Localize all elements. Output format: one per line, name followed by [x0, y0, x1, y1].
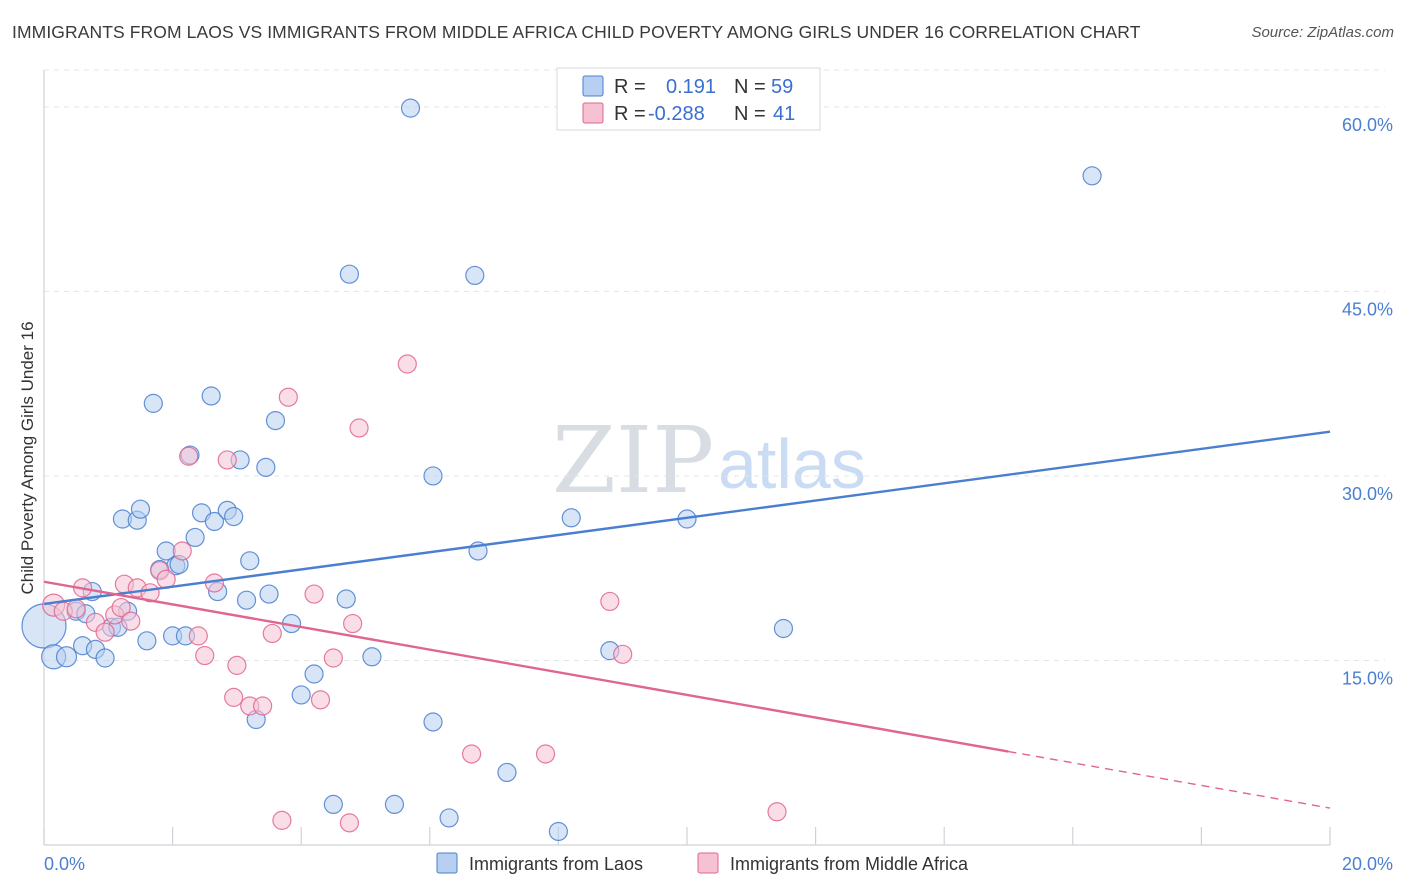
data-point: [121, 611, 141, 631]
series-laos-points: [21, 98, 1102, 842]
y-axis-label: Child Poverty Among Girls Under 16: [18, 321, 37, 594]
data-point: [291, 685, 311, 705]
stats-n-value-middle-africa: 41: [773, 103, 795, 125]
data-point: [204, 511, 224, 532]
source-credit: Source: ZipAtlas.com: [1251, 24, 1394, 41]
trendline-middle-africa: [43, 580, 1009, 753]
data-point: [423, 466, 443, 486]
data-point: [535, 744, 556, 764]
data-point: [339, 264, 360, 284]
data-point: [400, 98, 421, 118]
y-tick-labels: 15.0% 30.0% 45.0% 60.0%: [1342, 115, 1393, 689]
data-point: [224, 506, 244, 527]
x-tick-label-min: 0.0%: [44, 854, 85, 874]
stats-r-label-laos: R =: [614, 76, 646, 98]
legend-swatch-middle-africa: [697, 852, 719, 874]
data-point: [111, 597, 131, 618]
data-point: [179, 446, 199, 466]
stats-n-label-middle-africa: N =: [734, 103, 766, 125]
data-point: [439, 808, 459, 828]
stats-r-label-middle-africa: R =: [614, 103, 646, 125]
data-point: [1082, 166, 1102, 186]
data-point: [240, 551, 260, 571]
data-point: [272, 810, 292, 830]
data-point: [143, 393, 163, 413]
watermark-atlas: atlas: [718, 425, 866, 503]
data-point: [185, 527, 205, 548]
y-tick-label: 30.0%: [1342, 484, 1393, 504]
watermark-zip: ZIP: [552, 407, 714, 514]
gridlines: [44, 69, 1385, 661]
data-point: [278, 387, 298, 407]
data-point: [497, 762, 517, 783]
data-point: [236, 590, 257, 610]
data-point: [172, 541, 192, 561]
y-tick-label: 60.0%: [1342, 115, 1393, 135]
data-point: [310, 690, 331, 710]
data-point: [66, 599, 86, 619]
data-point: [201, 386, 221, 406]
data-point: [95, 648, 115, 668]
data-point: [548, 821, 569, 842]
stats-n-label-laos: N =: [734, 76, 766, 98]
data-point: [384, 794, 405, 815]
data-point: [256, 457, 276, 477]
data-point: [343, 613, 363, 634]
series-middle-africa-points: [42, 354, 787, 833]
data-point: [339, 813, 360, 833]
data-point: [423, 712, 443, 732]
data-point: [561, 508, 581, 528]
trendline-laos: [43, 430, 1331, 606]
bottom-legend: Immigrants from Laos Immigrants from Mid…: [436, 852, 969, 874]
data-point: [224, 687, 244, 707]
data-point: [259, 584, 279, 604]
data-point: [349, 418, 369, 438]
data-point: [304, 664, 324, 684]
data-point: [130, 499, 151, 519]
x-tick-label-max: 20.0%: [1342, 854, 1393, 874]
data-point: [195, 645, 215, 666]
stats-legend-swatch-middle-africa: [582, 102, 604, 124]
data-point: [362, 647, 382, 667]
data-point: [217, 450, 237, 470]
legend-swatch-laos: [436, 852, 458, 874]
chart-title: IMMIGRANTS FROM LAOS VS IMMIGRANTS FROM …: [12, 22, 1141, 42]
stats-legend: R = 0.191 N = 59 R = -0.288 N = 41: [556, 67, 821, 131]
data-point: [336, 589, 356, 609]
data-point: [188, 626, 208, 646]
data-point: [397, 354, 417, 374]
trendline-middle-africa-extrapolated: [1008, 750, 1331, 809]
data-point: [323, 794, 343, 815]
data-point: [95, 622, 115, 642]
y-tick-label: 15.0%: [1342, 668, 1393, 688]
stats-r-value-laos: 0.191: [666, 76, 716, 98]
data-point: [465, 265, 485, 286]
data-point: [262, 623, 282, 644]
stats-legend-swatch-laos: [582, 75, 604, 97]
data-point: [773, 618, 794, 639]
y-tick-label: 45.0%: [1342, 299, 1393, 319]
legend-label-laos: Immigrants from Laos: [469, 854, 643, 874]
legend-label-middle-africa: Immigrants from Middle Africa: [730, 854, 969, 874]
data-point: [265, 410, 286, 431]
data-point: [600, 591, 620, 612]
data-point: [767, 802, 787, 822]
trendlines: [43, 430, 1331, 809]
data-point: [227, 655, 247, 675]
data-point: [461, 744, 482, 764]
data-point: [613, 644, 633, 664]
data-point: [323, 648, 343, 668]
x-ticks: [43, 827, 1331, 845]
data-point: [304, 584, 324, 604]
data-point: [253, 696, 273, 716]
data-point: [55, 646, 78, 668]
stats-n-value-laos: 59: [771, 76, 793, 98]
data-point: [137, 631, 157, 651]
stats-r-value-middle-africa: -0.288: [648, 103, 705, 125]
